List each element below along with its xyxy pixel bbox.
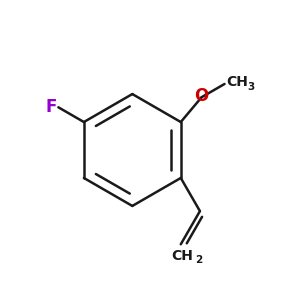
Text: F: F xyxy=(46,98,57,116)
Text: O: O xyxy=(194,87,209,105)
Text: 2: 2 xyxy=(195,255,203,265)
Text: CH: CH xyxy=(226,76,248,89)
Text: 3: 3 xyxy=(247,82,254,92)
Text: CH: CH xyxy=(171,249,193,263)
